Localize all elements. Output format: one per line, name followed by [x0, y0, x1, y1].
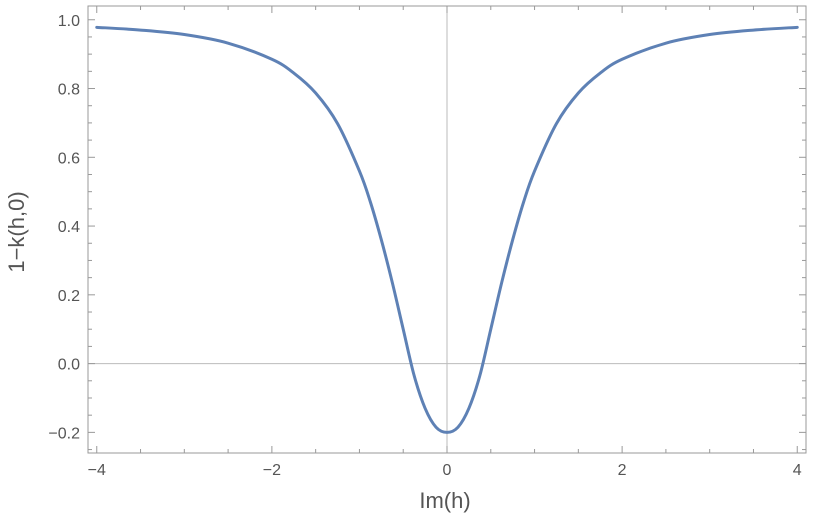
x-axis-title: Im(h): [419, 488, 470, 513]
x-tick-label: 0: [443, 462, 452, 479]
y-tick-label: 0.0: [58, 357, 80, 374]
y-axis-title: 1−k(h,0): [4, 191, 29, 272]
y-tick-label: 0.6: [58, 150, 80, 167]
y-tick-label: −0.2: [48, 425, 80, 442]
x-tick-label: 4: [793, 462, 802, 479]
y-tick-label: 0.4: [58, 219, 80, 236]
curve-layer: [95, 25, 799, 434]
y-tick-label: 1.0: [58, 13, 80, 30]
x-tick-label: 2: [618, 462, 627, 479]
x-tick-label: −4: [88, 462, 106, 479]
series-line: [95, 25, 799, 434]
axes-layer: [87, 5, 807, 454]
y-tick-label: 0.2: [58, 288, 80, 305]
ticks-layer: −4 −2 0 2 4 −0.2 0.0 0.2 0.4 0.6 0.8 1.0: [48, 6, 806, 479]
x-tick-label: −2: [263, 462, 281, 479]
y-tick-label: 0.8: [58, 82, 80, 99]
